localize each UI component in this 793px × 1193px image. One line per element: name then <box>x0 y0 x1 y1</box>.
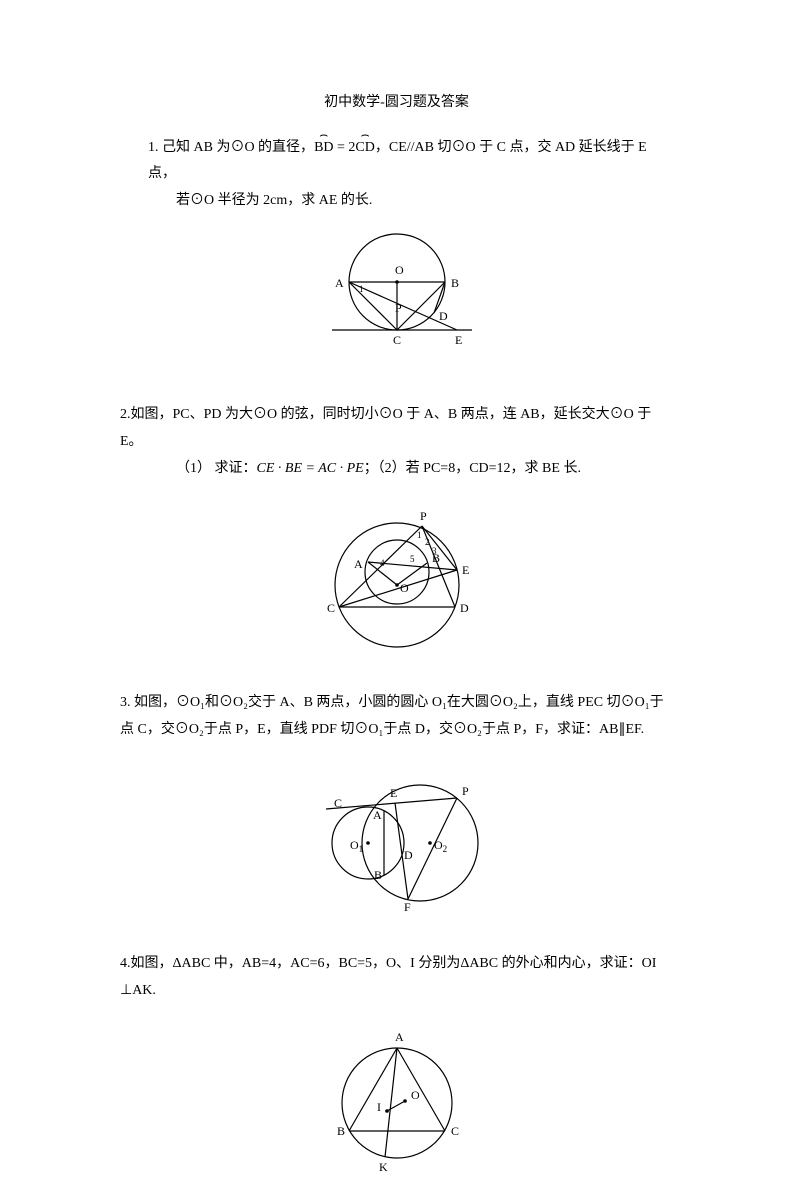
svg-text:1: 1 <box>359 284 364 294</box>
arc-cd: CD <box>355 135 374 162</box>
figure-1-svg: A B O P C DE 1 <box>297 222 497 372</box>
svg-text:D: D <box>439 309 448 323</box>
svg-text:1: 1 <box>417 530 422 540</box>
svg-text:K: K <box>379 1160 388 1174</box>
svg-text:A: A <box>373 808 382 822</box>
svg-text:I: I <box>377 1100 381 1114</box>
problem-1: 1. 己知 AB 为⊙O 的直径，BD = 2CD，CE//AB 切⊙O 于 C… <box>120 135 673 215</box>
problem-2-number: 2. <box>120 402 131 429</box>
problem-4-line2: ⊥AK. <box>120 978 673 1005</box>
svg-text:O: O <box>400 581 409 595</box>
svg-text:2: 2 <box>425 537 430 547</box>
problem-2-line2a: （1） 求证： <box>176 461 257 476</box>
figure-3-svg: P E C A D B F O1 O2 <box>282 751 512 921</box>
svg-text:O: O <box>395 263 404 277</box>
svg-text:5: 5 <box>410 554 415 564</box>
problem-2-line2b: ；（2）若 PC=8，CD=12，求 BE 长. <box>364 461 581 476</box>
svg-text:C: C <box>393 333 401 347</box>
problem-3-line2: 点 C，交⊙O₂于点 P，E，直线 PDF 切⊙O₁于点 D，交⊙O₂于点 P，… <box>120 717 673 744</box>
svg-text:C: C <box>327 601 335 615</box>
problem-2-formula: CE · BE = AC · PE <box>257 461 364 476</box>
svg-text:C: C <box>334 796 342 810</box>
problem-4-number: 4. <box>120 951 131 978</box>
arc-bd: BD <box>314 135 333 162</box>
svg-text:P: P <box>462 784 469 798</box>
svg-text:A: A <box>395 1030 404 1044</box>
problem-2: 2.如图，PC、PD 为大⊙O 的弦，同时切小⊙O 于 A、B 两点，连 AB，… <box>120 402 673 482</box>
svg-text:E: E <box>462 563 469 577</box>
problem-1-text-a: 己知 AB 为⊙O 的直径， <box>162 140 314 155</box>
svg-text:E: E <box>455 333 462 347</box>
svg-text:F: F <box>404 900 411 914</box>
svg-text:B: B <box>374 868 382 882</box>
problem-4: 4.如图，ΔABC 中，AB=4，AC=6，BC=5，O、I 分别为ΔABC 的… <box>120 951 673 1004</box>
problem-1-line2: 若⊙O 半径为 2cm，求 AE 的长. <box>120 188 673 215</box>
figure-4: A B C K O I <box>120 1013 673 1193</box>
svg-text:D: D <box>404 848 413 862</box>
problem-2-line1: 如图，PC、PD 为大⊙O 的弦，同时切小⊙O 于 A、B 两点，连 AB，延长… <box>120 407 651 449</box>
problem-3-line1: 如图，⊙O₁和⊙O₂交于 A、B 两点，小圆的圆心 O₁在大圆⊙O₂上，直线 P… <box>131 695 664 710</box>
svg-text:P: P <box>395 301 402 315</box>
svg-text:E: E <box>390 786 397 800</box>
svg-text:O1: O1 <box>350 838 363 854</box>
svg-text:C: C <box>451 1124 459 1138</box>
svg-text:A: A <box>354 557 363 571</box>
svg-text:A: A <box>335 276 344 290</box>
figure-3: P E C A D B F O1 O2 <box>120 751 673 921</box>
svg-text:4: 4 <box>380 558 385 568</box>
svg-text:P: P <box>420 509 427 523</box>
svg-text:B: B <box>451 276 459 290</box>
problem-1-number: 1. <box>148 135 159 162</box>
problem-3: 3. 如图，⊙O₁和⊙O₂交于 A、B 两点，小圆的圆心 O₁在大圆⊙O₂上，直… <box>120 690 673 743</box>
svg-text:O2: O2 <box>434 838 447 854</box>
problem-1-eq-mid: = 2 <box>334 140 356 155</box>
figure-4-svg: A B C K O I <box>307 1013 487 1193</box>
problem-4-line1: 如图，ΔABC 中，AB=4，AC=6，BC=5，O、I 分别为ΔABC 的外心… <box>131 956 657 971</box>
figure-1: A B O P C DE 1 <box>120 222 673 372</box>
svg-text:D: D <box>460 601 469 615</box>
figure-2-svg: PCDABEO12345 <box>292 490 502 660</box>
svg-text:B: B <box>337 1124 345 1138</box>
page-title: 初中数学-圆习题及答案 <box>120 90 673 117</box>
figure-2: PCDABEO12345 <box>120 490 673 660</box>
svg-text:3: 3 <box>432 546 437 556</box>
problem-3-number: 3. <box>120 690 131 717</box>
svg-text:O: O <box>411 1088 420 1102</box>
